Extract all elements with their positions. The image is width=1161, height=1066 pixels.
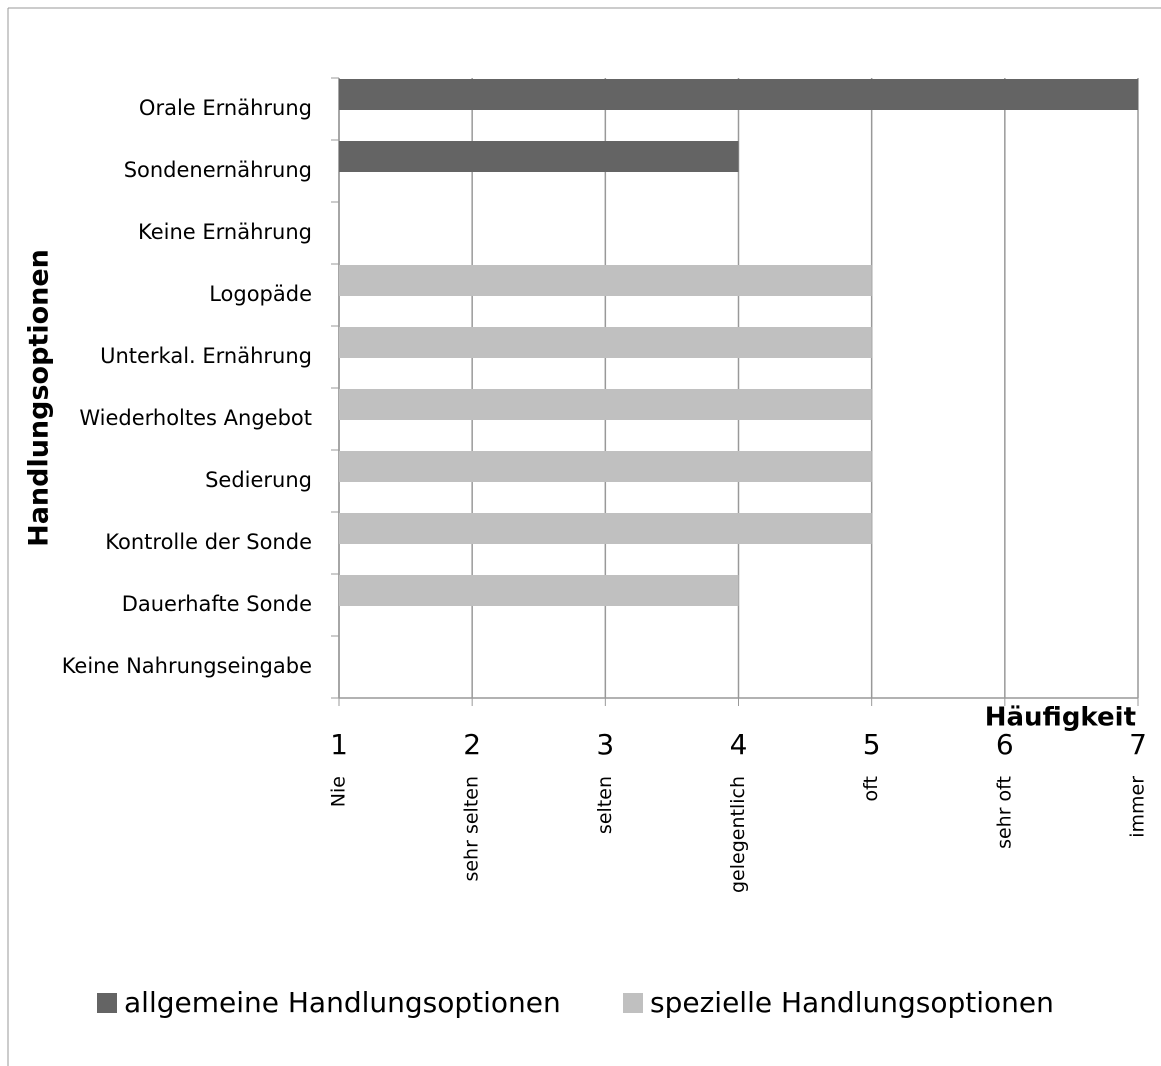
x-tick-label: 5 <box>863 728 881 761</box>
x-axis-title: Häufigkeit <box>985 703 1136 733</box>
x-tick-label: 7 <box>1129 728 1147 761</box>
x-tick-description: sehr oft <box>993 776 1015 849</box>
bar <box>339 141 739 172</box>
bar <box>339 327 872 358</box>
y-tick-label: Keine Nahrungseingabe <box>62 654 312 678</box>
x-tick-label: 2 <box>463 728 481 761</box>
y-tick-label: Logopäde <box>209 282 312 306</box>
y-tick-label: Kontrolle der Sonde <box>105 530 312 554</box>
x-tick-description: Nie <box>328 776 350 807</box>
legend-swatch <box>97 993 117 1013</box>
bar <box>339 575 739 606</box>
bar <box>339 79 1138 110</box>
x-tick-description: selten <box>594 776 616 834</box>
x-tick-description: gelegentlich <box>727 776 749 893</box>
x-tick-label: 6 <box>996 728 1014 761</box>
bar <box>339 451 872 482</box>
y-tick-label: Sondenernährung <box>124 158 312 182</box>
x-tick-description: sehr selten <box>461 776 483 882</box>
legend-swatch <box>623 993 643 1013</box>
y-tick-label: Orale Ernährung <box>139 96 312 120</box>
x-tick-label: 4 <box>730 728 748 761</box>
legend-label: spezielle Handlungsoptionen <box>650 986 1054 1019</box>
bar <box>339 389 872 420</box>
y-tick-label: Unterkal. Ernährung <box>100 344 312 368</box>
x-tick-label: 1 <box>330 728 348 761</box>
y-axis-title: Handlungsoptionen <box>24 249 55 547</box>
legend-label: allgemeine Handlungsoptionen <box>124 986 561 1019</box>
x-tick-description: immer <box>1127 776 1149 838</box>
x-tick-description: oft <box>860 776 882 801</box>
bar <box>339 265 872 296</box>
y-tick-label: Dauerhafte Sonde <box>122 592 312 616</box>
y-tick-label: Sedierung <box>205 468 312 492</box>
y-tick-label: Wiederholtes Angebot <box>79 406 312 430</box>
bar <box>339 513 872 544</box>
y-tick-label: Keine Ernährung <box>138 220 312 244</box>
x-tick-label: 3 <box>596 728 614 761</box>
